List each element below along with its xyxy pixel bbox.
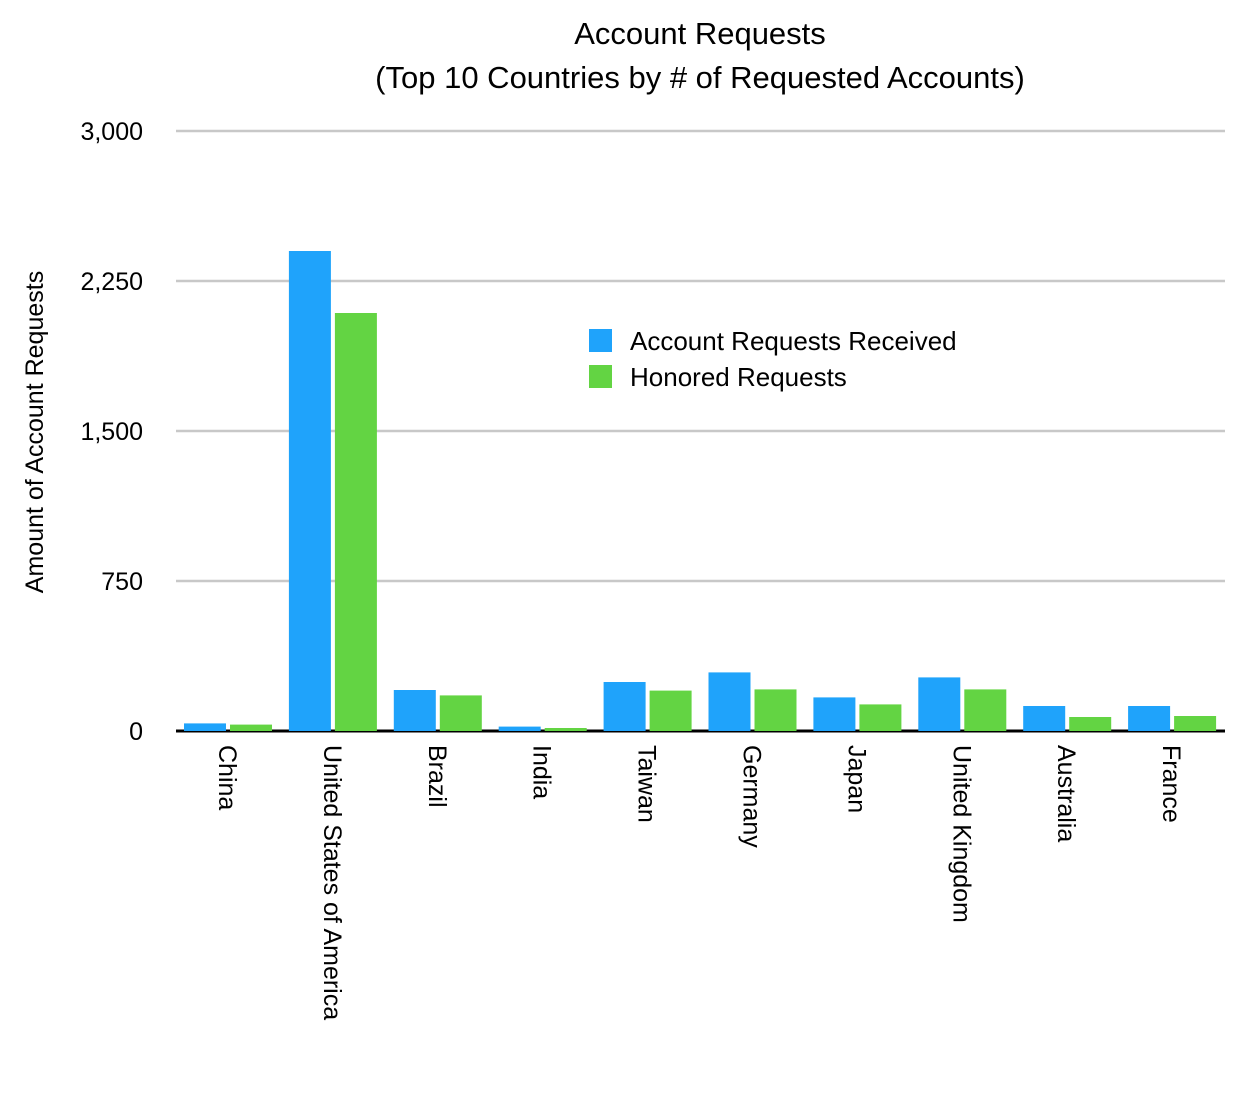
bars bbox=[184, 251, 1217, 731]
bar-honored bbox=[544, 728, 587, 731]
bar-received bbox=[184, 723, 226, 731]
bar-received bbox=[1128, 706, 1171, 731]
bar-received bbox=[708, 672, 751, 731]
x-tick-label: Germany bbox=[738, 745, 766, 848]
x-tick-label: France bbox=[1157, 745, 1185, 823]
bar-received bbox=[393, 690, 436, 731]
legend-label: Account Requests Received bbox=[630, 326, 957, 356]
bar-received bbox=[498, 726, 541, 731]
bar-honored bbox=[439, 695, 482, 731]
y-tick-label: 2,250 bbox=[80, 268, 143, 296]
y-tick-label: 750 bbox=[101, 568, 143, 596]
y-axis-label: Amount of Account Requests bbox=[21, 271, 49, 593]
x-tick-label: United Kingdom bbox=[947, 745, 975, 923]
bar-honored bbox=[334, 313, 377, 731]
bar-received bbox=[288, 251, 331, 731]
bar-honored bbox=[859, 704, 902, 731]
chart-subtitle: (Top 10 Countries by # of Requested Acco… bbox=[375, 60, 1025, 95]
bar-received bbox=[1023, 706, 1066, 731]
bar-honored bbox=[1174, 716, 1217, 731]
legend: Account Requests Received Honored Request… bbox=[589, 326, 957, 392]
bar-honored bbox=[964, 689, 1007, 731]
bar-honored bbox=[649, 690, 692, 731]
legend-swatch bbox=[589, 365, 612, 388]
bar-honored bbox=[754, 689, 797, 731]
x-tick-label: United States of America bbox=[318, 745, 346, 1020]
legend-label: Honored Requests bbox=[630, 362, 847, 392]
chart-title: Account Requests bbox=[574, 16, 826, 51]
legend-swatch bbox=[589, 329, 612, 352]
bar-honored bbox=[1069, 717, 1112, 731]
x-tick-label: India bbox=[528, 745, 556, 799]
y-tick-label: 1,500 bbox=[80, 418, 143, 446]
bar-received bbox=[813, 697, 856, 731]
bar-received bbox=[603, 682, 646, 731]
x-tick-label: Brazil bbox=[423, 745, 451, 808]
bar-honored bbox=[230, 724, 272, 731]
x-tick-label: Japan bbox=[842, 745, 870, 813]
y-axis-ticks: 0 750 1,500 2,250 3,000 bbox=[80, 118, 143, 746]
x-tick-label: Australia bbox=[1052, 745, 1080, 842]
x-tick-label: Taiwan bbox=[633, 745, 661, 823]
y-tick-label: 3,000 bbox=[80, 118, 143, 146]
x-axis-ticks: China United States of America Brazil India… bbox=[213, 745, 1185, 1020]
bar-received bbox=[918, 677, 961, 731]
x-tick-label: China bbox=[213, 745, 241, 810]
y-tick-label: 0 bbox=[129, 718, 143, 746]
gridlines bbox=[176, 129, 1225, 733]
